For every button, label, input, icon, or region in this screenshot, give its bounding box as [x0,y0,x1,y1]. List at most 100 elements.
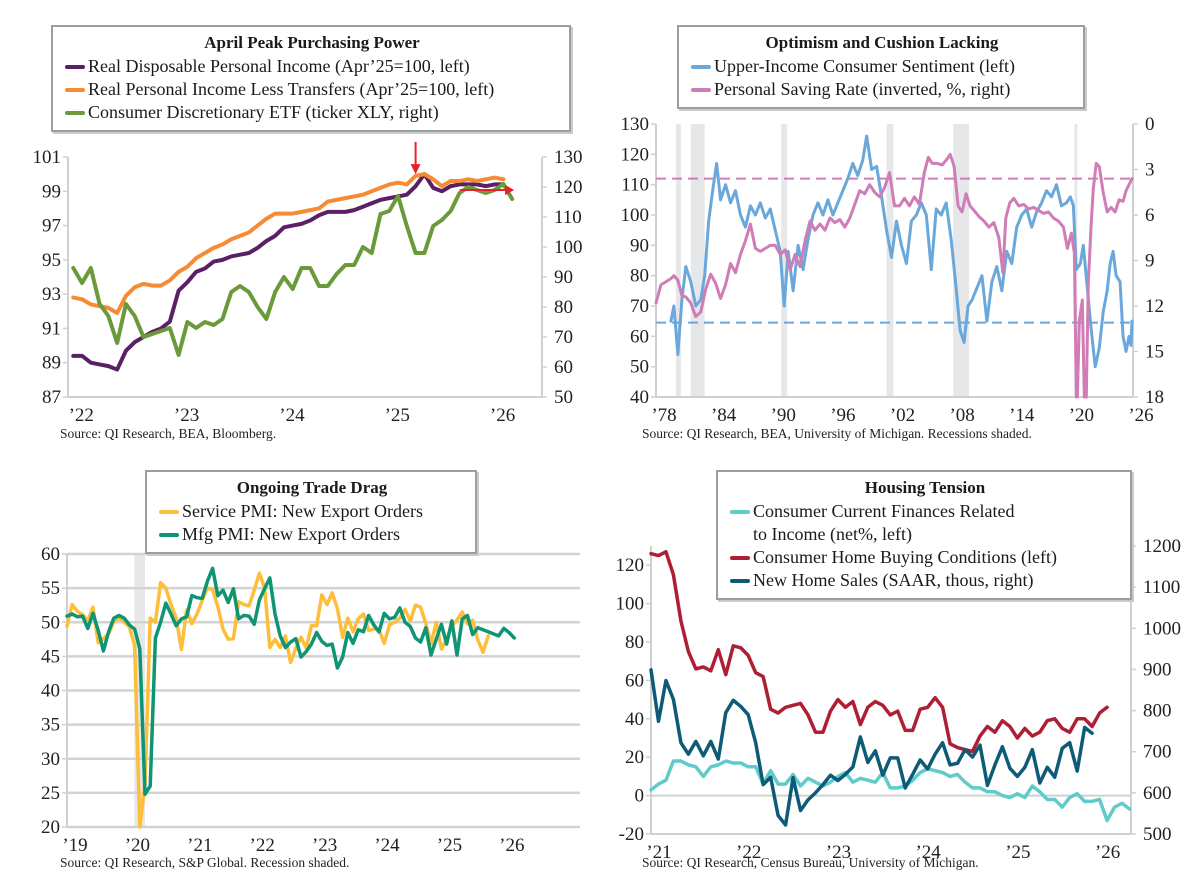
recession-band [781,124,788,397]
y-tick-label-left: 93 [42,284,61,305]
y-tick-label-right: 60 [554,357,573,378]
legend-item: Consumer Current Finances Related to Inc… [730,500,1120,546]
y-tick-label-right: 12 [1145,296,1164,317]
y-tick-label-left: 20 [625,747,644,768]
y-tick-label-left: 0 [635,786,645,807]
y-tick-label-right: 900 [1143,659,1172,680]
y-tick-label-left: 95 [42,250,61,271]
legend-item: New Home Sales (SAAR, thous, right) [730,569,1120,592]
recession-band [690,124,705,397]
x-tick-label: ’08 [949,405,974,426]
x-tick-label: ’19 [62,835,87,856]
y-tick-label-right: 18 [1145,387,1164,408]
y-tick-label-left: 30 [41,749,60,770]
y-tick-label-right: 800 [1143,701,1172,722]
y-tick-label-left: 120 [621,144,650,165]
chart-panel-2: 40 50 60 70 80 90 100 110 120 130 0 3 6 9 12 15 18 ’78 ’84… [600,0,1200,445]
x-tick-label: ’24 [279,405,305,426]
recession-band [953,124,970,397]
y-tick-label-left: -20 [619,824,644,845]
x-tick-label: ’21 [646,842,671,863]
y-tick-label-right: 1100 [1143,577,1180,598]
chart-panel-1: 87 89 91 93 95 97 99 101 50 60 70 80 90 100 110 120 130 ’… [0,0,600,445]
legend-swatch [159,510,179,514]
x-tick-label: ’25 [385,405,410,426]
y-tick-label-right: 120 [554,177,583,198]
y-tick-label-right: 9 [1145,251,1155,272]
legend-label: Consumer Home Buying Conditions (left) [753,547,1057,567]
legend-label: Service PMI: New Export Orders [182,501,423,521]
y-tick-label-left: 110 [621,175,649,196]
level-arrow-head [505,185,515,195]
x-tick-label: ’24 [915,842,941,863]
chart3-title: Ongoing Trade Drag [236,478,388,497]
chart4-title: Housing Tension [864,478,986,497]
x-tick-label: ’23 [826,842,851,863]
y-tick-label-left: 35 [41,715,60,736]
x-tick-label: ’96 [830,405,855,426]
legend-label: Consumer Discretionary ETF (ticker XLY, … [88,102,439,122]
series-line-1 [65,571,490,829]
legend-label: Consumer Current Finances Related to Inc… [753,501,1015,544]
y-tick-label-left: 55 [41,578,60,599]
legend-item: Consumer Home Buying Conditions (left) [730,546,1120,569]
y-tick-label-right: 700 [1143,742,1172,763]
legend-swatch [691,65,711,69]
recession-band [886,124,894,397]
x-tick-label: ’20 [1069,405,1094,426]
y-tick-label-right: 110 [554,207,582,228]
chart4-plot: -20 0 20 40 60 80 100 120 500 600 700 800 900 1000 110… [616,536,1182,863]
y-tick-label-right: 0 [1145,114,1155,135]
legend-item: Upper-Income Consumer Sentiment (left) [691,55,1073,78]
y-tick-label-right: 80 [554,297,573,318]
y-tick-label-right: 15 [1145,342,1164,363]
legend-swatch [65,65,85,69]
x-tick-label: ’14 [1009,405,1035,426]
y-tick-label-left: 100 [621,205,650,226]
legend-label: Personal Saving Rate (inverted, %, right… [714,79,1011,99]
legend-swatch [65,111,85,115]
y-tick-label-left: 80 [630,266,649,287]
legend-swatch [730,579,750,583]
chart4-source: Source: QI Research, Census Bureau, Univ… [642,855,979,870]
y-tick-label-right: 90 [554,267,573,288]
x-tick-label: ’84 [711,405,737,426]
y-tick-label-left: 97 [42,216,61,237]
y-tick-label-left: 90 [630,235,649,256]
y-tick-label-right: 50 [554,387,573,408]
legend-item: Personal Saving Rate (inverted, %, right… [691,78,1073,101]
y-tick-label-right: 1000 [1143,618,1181,639]
y-tick-label-left: 40 [41,681,60,702]
x-tick-label: ’26 [499,835,524,856]
x-tick-label: ’25 [437,835,462,856]
chart1-plot: 87 89 91 93 95 97 99 101 50 60 70 80 90 100 110 120 130 ’… [33,142,583,426]
x-tick-label: ’21 [187,835,212,856]
y-tick-label-left: 60 [625,670,644,691]
y-tick-label-left: 80 [625,632,644,653]
chart3-source: Source: QI Research, S&P Global. Recessi… [60,855,350,870]
chart2-legend: Optimism and Cushion Lacking Upper-Incom… [677,25,1085,109]
x-tick-label: ’90 [771,405,796,426]
y-tick-label-right: 3 [1145,160,1155,181]
chart2-plot: 40 50 60 70 80 90 100 110 120 130 0 3 6 9 12 15 18 ’78 ’84… [621,114,1165,426]
chart-panel-3: 20 25 30 35 40 45 50 55 60 ’19 ’20 ’21 ’22 ’23 ’24 ’25 ’… [0,445,600,887]
y-tick-label-left: 60 [41,544,60,565]
y-tick-label-left: 101 [33,147,62,168]
legend-item: Real Disposable Personal Income (Apr’25=… [65,55,559,78]
x-tick-label: ’22 [736,842,761,863]
legend-swatch [730,510,750,514]
y-tick-label-left: 87 [42,387,61,408]
y-tick-label-left: 100 [616,594,645,615]
chart-panel-4: -20 0 20 40 60 80 100 120 500 600 700 800 900 1000 110… [600,445,1200,887]
y-tick-label-right: 6 [1145,205,1155,226]
y-tick-label-left: 50 [630,357,649,378]
chart3-plot: 20 25 30 35 40 45 50 55 60 ’19 ’20 ’21 ’22 ’23 ’24 ’25 ’… [41,544,580,856]
legend-label: Upper-Income Consumer Sentiment (left) [714,56,1016,76]
y-tick-label-left: 25 [41,783,60,804]
x-tick-label: ’22 [250,835,275,856]
x-tick-label: ’22 [69,405,94,426]
legend-swatch [65,88,85,92]
legend-item: Mfg PMI: New Export Orders [159,523,465,546]
legend-label: Real Personal Income Less Transfers (Apr… [88,79,495,99]
legend-item: Real Personal Income Less Transfers (Apr… [65,78,559,101]
